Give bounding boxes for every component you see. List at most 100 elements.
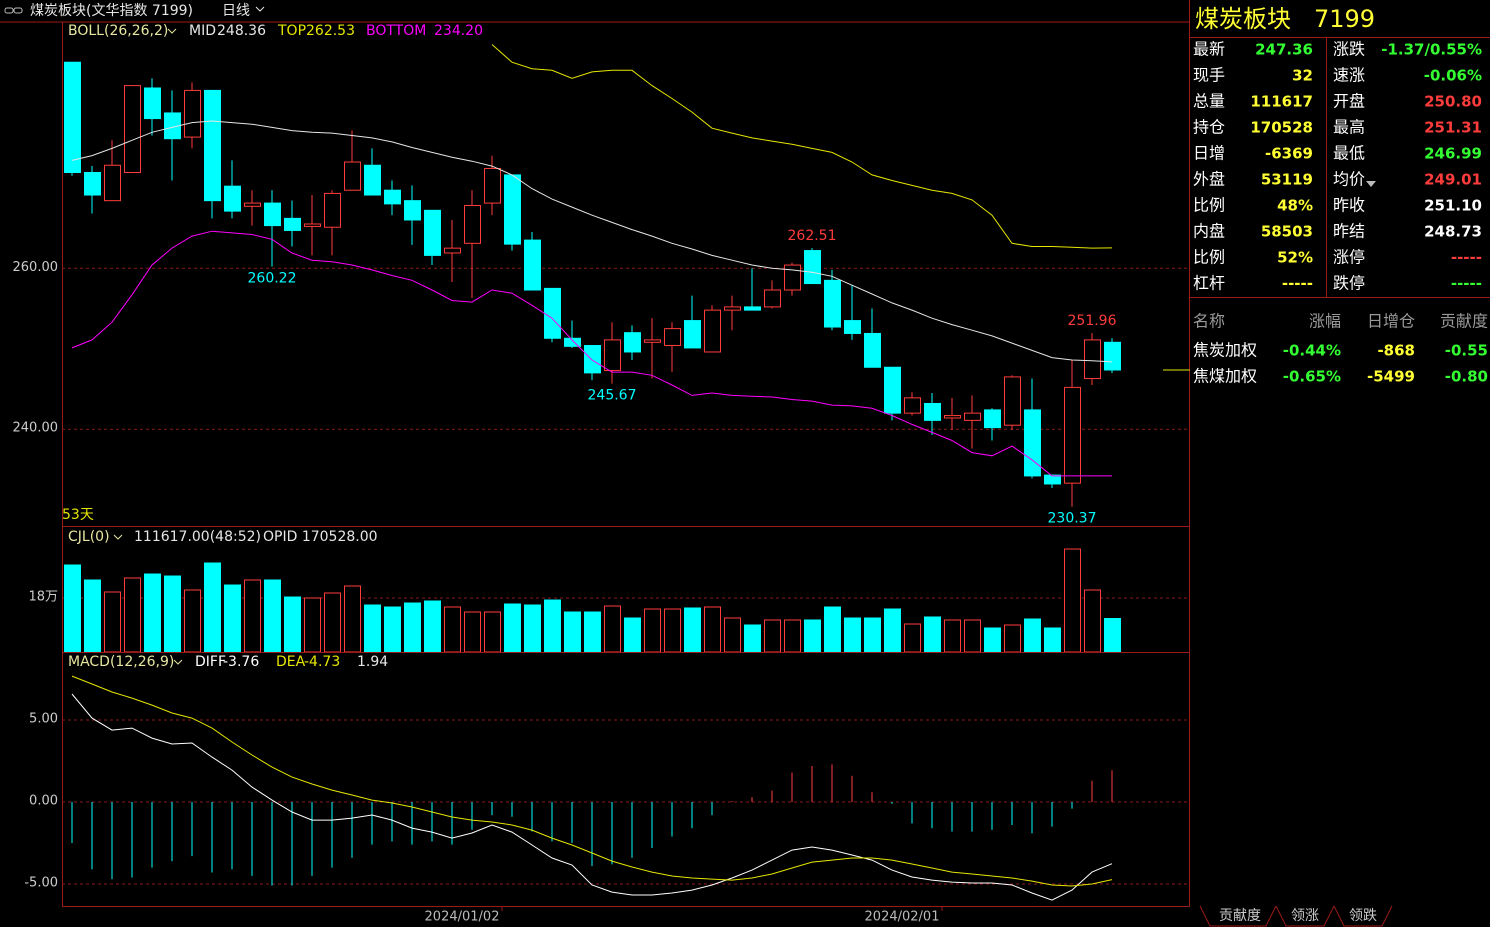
quote-label: 总量 — [1193, 92, 1225, 111]
candle-body — [304, 223, 321, 227]
quote-label: 最高 — [1333, 118, 1365, 137]
y-tick-label: 240.00 — [13, 421, 59, 436]
quote-value: 251.10 — [1424, 197, 1482, 215]
y-tick-label: 260.00 — [13, 260, 59, 275]
link-icon — [4, 7, 23, 14]
quote-value: 248.73 — [1424, 223, 1482, 241]
legend-value: OPID 170528.00 — [263, 529, 378, 545]
candle-body — [1044, 474, 1061, 485]
candle-body — [744, 306, 761, 311]
quote-value: 249.01 — [1424, 171, 1482, 189]
candle-body — [524, 239, 541, 291]
candle-body — [224, 185, 241, 212]
tab[interactable] — [1333, 905, 1393, 927]
quote-label: 最低 — [1333, 144, 1365, 163]
column-header: 涨幅 — [1309, 312, 1341, 331]
volume-bar — [1084, 589, 1101, 652]
tab[interactable] — [1275, 905, 1335, 927]
quote-label: 开盘 — [1333, 92, 1365, 111]
quote-title: 煤炭板块 — [1195, 5, 1291, 33]
quote-label: 涨停 — [1333, 248, 1365, 267]
price-annotation: 260.22 — [248, 270, 297, 286]
tab-bar — [1199, 905, 1393, 927]
price-annotation: 262.51 — [788, 228, 837, 244]
y-tick-label: -5.00 — [24, 876, 58, 891]
candle-body — [904, 397, 921, 414]
volume-bar — [704, 606, 721, 652]
volume-bar — [524, 604, 541, 652]
volume-bar — [564, 611, 581, 652]
y-tick-label: 18万 — [28, 590, 58, 605]
volume-bar — [724, 617, 741, 652]
candles — [64, 61, 1121, 507]
quote-label: 日增 — [1193, 144, 1225, 163]
candle-body — [764, 289, 781, 308]
legend-name: DIFF — [195, 654, 226, 670]
candle-body — [504, 174, 521, 245]
volume-bar — [624, 617, 641, 652]
quote-value: 247.36 — [1255, 41, 1313, 59]
candle-body — [624, 332, 641, 353]
candle-body — [704, 309, 721, 353]
volume-bar — [424, 600, 441, 652]
candle-body — [104, 164, 121, 202]
volume-bar — [284, 596, 301, 652]
component-cell: -868 — [1377, 342, 1415, 360]
quote-value: 170528 — [1250, 119, 1313, 137]
tab-label[interactable]: 贡献度 — [1219, 908, 1261, 924]
volume-bar — [244, 579, 261, 652]
tab-label[interactable]: 领涨 — [1291, 908, 1319, 924]
candle-body — [1024, 409, 1041, 477]
tab[interactable] — [1199, 905, 1277, 927]
component-cell: 焦炭加权 — [1193, 341, 1257, 360]
column-header: 名称 — [1193, 312, 1225, 331]
indicator-line — [71, 675, 1113, 887]
legend-value: 234.20 — [434, 23, 483, 39]
legend-name: MID — [189, 23, 216, 39]
quote-value: 251.31 — [1424, 119, 1482, 137]
candle-body — [324, 192, 341, 228]
window-title: 煤炭板块(文华指数 7199) — [30, 3, 193, 19]
volume-bar — [584, 611, 601, 652]
legend-name: DEA — [276, 654, 306, 670]
legend-name: BOTTOM — [366, 23, 426, 39]
price-annotation: 230.37 — [1048, 511, 1097, 527]
legend-name: TOP — [277, 23, 306, 39]
quote-label: 昨收 — [1333, 196, 1365, 215]
candle-body — [544, 287, 561, 339]
volume-bar — [644, 608, 661, 652]
volume-bar — [344, 585, 361, 652]
quote-value: ----- — [1282, 275, 1313, 293]
dropdown-arrow — [255, 6, 265, 12]
quote-label: 昨结 — [1333, 222, 1365, 241]
volume-bar — [984, 627, 1001, 652]
quote-label: 外盘 — [1193, 170, 1225, 189]
candle-body — [844, 320, 861, 334]
candle-body — [924, 402, 941, 421]
dropdown-arrow — [173, 659, 183, 665]
candle-body — [284, 217, 301, 231]
tab-label[interactable]: 领跌 — [1349, 908, 1377, 924]
y-tick-label: 0.00 — [29, 794, 58, 809]
volume-bar — [944, 619, 961, 652]
quote-value: -0.06% — [1424, 67, 1482, 85]
volume-bar — [444, 606, 461, 652]
quote-label: 速涨 — [1333, 66, 1365, 85]
candle-body — [244, 202, 261, 207]
volume-bar — [544, 599, 561, 652]
volume-bar — [164, 575, 181, 652]
quote-value: ----- — [1451, 275, 1482, 293]
volume-bar — [664, 608, 681, 652]
candle-body — [264, 202, 281, 227]
candle-body — [664, 328, 681, 347]
period-selector[interactable]: 日线 — [222, 3, 250, 19]
quote-label: 涨跌 — [1333, 40, 1365, 59]
candle-body — [204, 89, 221, 202]
volume-bar — [1104, 618, 1121, 652]
column-header: 贡献度 — [1440, 312, 1488, 331]
candle-body — [344, 161, 361, 191]
candle-body — [84, 171, 101, 196]
volume-bar — [84, 579, 101, 652]
